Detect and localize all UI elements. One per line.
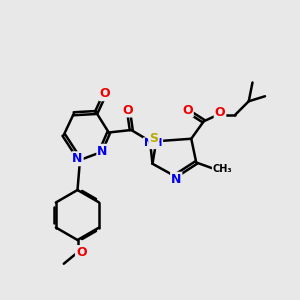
Text: N: N (97, 145, 108, 158)
Text: S: S (149, 132, 158, 145)
Text: O: O (215, 106, 225, 119)
Text: O: O (122, 103, 133, 116)
Text: N: N (72, 152, 83, 165)
Text: O: O (182, 103, 193, 116)
Text: N: N (171, 173, 181, 186)
Text: O: O (100, 87, 110, 100)
Text: O: O (76, 246, 87, 259)
Text: NH: NH (144, 138, 162, 148)
Text: CH₃: CH₃ (213, 164, 232, 174)
